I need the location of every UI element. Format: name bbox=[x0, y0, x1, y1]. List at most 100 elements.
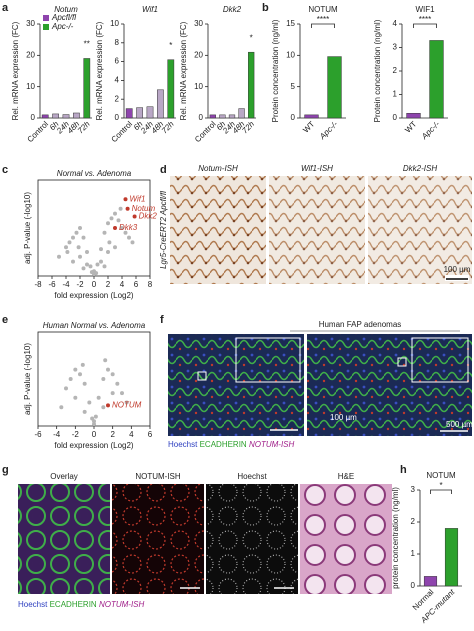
point bbox=[82, 409, 87, 414]
panel-d: Notum-ISH Wif1-ISH Dkk2-ISH Lgr5-CreERT2… bbox=[159, 164, 472, 284]
point bbox=[81, 266, 86, 271]
y-tick-label: 10 bbox=[26, 82, 35, 91]
point bbox=[80, 362, 85, 367]
panel-f: Human FAP adenomas 100 µm 500 µm Hoechst… bbox=[168, 320, 473, 449]
chart-title: Wif1 bbox=[142, 5, 158, 14]
inset-box bbox=[197, 371, 207, 381]
point bbox=[106, 250, 110, 254]
y-tick-label: 10 bbox=[286, 50, 295, 59]
point bbox=[113, 245, 117, 250]
y-tick-label: 1 bbox=[411, 549, 416, 558]
point bbox=[124, 400, 129, 405]
y-tick-label: 3 bbox=[393, 43, 398, 52]
y-tick-label: 6 bbox=[115, 57, 120, 66]
micrograph bbox=[368, 176, 472, 284]
highlight-label: NOTUM bbox=[112, 400, 142, 409]
panel-label: h bbox=[400, 464, 407, 476]
y-axis-label: protein concentration (ng/ml) bbox=[391, 487, 400, 589]
panel-title: Human FAP adenomas bbox=[319, 320, 402, 329]
point bbox=[96, 395, 101, 400]
point bbox=[76, 245, 81, 250]
highlight-label: Wif1 bbox=[130, 194, 146, 203]
chart-title: Normal vs. Adenoma bbox=[57, 169, 132, 178]
point bbox=[93, 414, 98, 419]
panel-label: g bbox=[2, 464, 9, 476]
annotation: * bbox=[250, 33, 253, 42]
micrograph bbox=[18, 484, 110, 594]
point bbox=[120, 226, 124, 230]
bar bbox=[238, 108, 245, 119]
point bbox=[106, 367, 110, 372]
panel-label: b bbox=[262, 2, 269, 14]
y-tick-label: 30 bbox=[194, 19, 203, 28]
chart-title: NOTUM bbox=[426, 471, 456, 480]
point bbox=[110, 391, 115, 396]
inset bbox=[411, 337, 469, 383]
significance-bracket bbox=[413, 23, 437, 28]
x-tick-label: 4 bbox=[129, 430, 134, 439]
y-tick-label: 0 bbox=[115, 113, 120, 122]
point bbox=[113, 211, 117, 216]
point bbox=[102, 264, 107, 269]
annotation: **** bbox=[419, 15, 431, 24]
panel-g: Overlay NOTUM-ISH Hoechst H&E Hoechst EC… bbox=[18, 472, 392, 609]
stain: Hoechst bbox=[18, 600, 48, 609]
point bbox=[78, 254, 82, 259]
point bbox=[59, 405, 64, 410]
bar bbox=[444, 528, 459, 587]
micrograph bbox=[112, 484, 204, 594]
bar bbox=[146, 106, 154, 119]
point bbox=[65, 250, 70, 254]
legend-swatch bbox=[43, 24, 49, 30]
annotation: ** bbox=[84, 40, 90, 49]
image-caption: Overlay bbox=[50, 472, 78, 481]
x-tick-label: -6 bbox=[34, 430, 42, 439]
bar bbox=[429, 40, 444, 119]
point bbox=[68, 377, 73, 381]
image-caption: H&E bbox=[338, 472, 354, 481]
y-axis-label: Rel. mRNA expression (FC) bbox=[95, 21, 104, 120]
stain: NOTUM-ISH bbox=[99, 600, 145, 609]
micrograph bbox=[206, 484, 298, 594]
significance-bracket bbox=[430, 489, 452, 494]
highlight-label: Dkk2 bbox=[139, 212, 158, 221]
y-axis-label: Protein concentration (ng/ml) bbox=[373, 19, 382, 122]
inset bbox=[235, 337, 301, 383]
bar bbox=[327, 56, 342, 119]
x-tick-label: 0 bbox=[92, 280, 97, 289]
point bbox=[107, 240, 112, 245]
x-tick-label: 72h bbox=[160, 119, 176, 135]
point bbox=[110, 372, 115, 377]
point bbox=[99, 259, 103, 264]
x-axis-label: fold expression (Log2) bbox=[54, 441, 133, 450]
panel-label: d bbox=[160, 164, 167, 176]
y-tick-label: 2 bbox=[393, 66, 398, 75]
bar bbox=[157, 89, 164, 119]
stain: ECADHERIN bbox=[200, 440, 247, 449]
side-label: Lgr5-CreERT2 Apcfl/fl bbox=[159, 191, 168, 269]
point bbox=[64, 386, 68, 391]
point bbox=[95, 262, 100, 267]
panel-label: f bbox=[160, 314, 164, 326]
image-caption: NOTUM-ISH bbox=[135, 472, 181, 481]
scale-label: 500 µm bbox=[446, 420, 473, 429]
x-tick-label: -4 bbox=[53, 430, 61, 439]
point bbox=[99, 247, 103, 252]
image-caption: Notum-ISH bbox=[198, 164, 238, 173]
bar bbox=[136, 107, 143, 119]
x-tick-label: 8 bbox=[148, 280, 153, 289]
x-tick-label: Control bbox=[26, 119, 51, 144]
x-tick-label: Apc-/- bbox=[419, 119, 441, 141]
bar bbox=[304, 114, 319, 119]
point bbox=[85, 250, 89, 254]
highlight-label: Notum bbox=[132, 204, 156, 213]
x-tick-label: 2 bbox=[110, 430, 115, 439]
stain-legend: Hoechst ECADHERIN NOTUM-ISH bbox=[168, 440, 295, 449]
bar bbox=[125, 108, 133, 119]
y-tick-label: 10 bbox=[194, 82, 203, 91]
point bbox=[87, 400, 92, 405]
significance-bracket bbox=[311, 23, 335, 28]
panel-label: a bbox=[2, 2, 9, 14]
y-axis-label: Protein concentration (ng/ml) bbox=[271, 19, 280, 122]
bar bbox=[248, 51, 255, 119]
